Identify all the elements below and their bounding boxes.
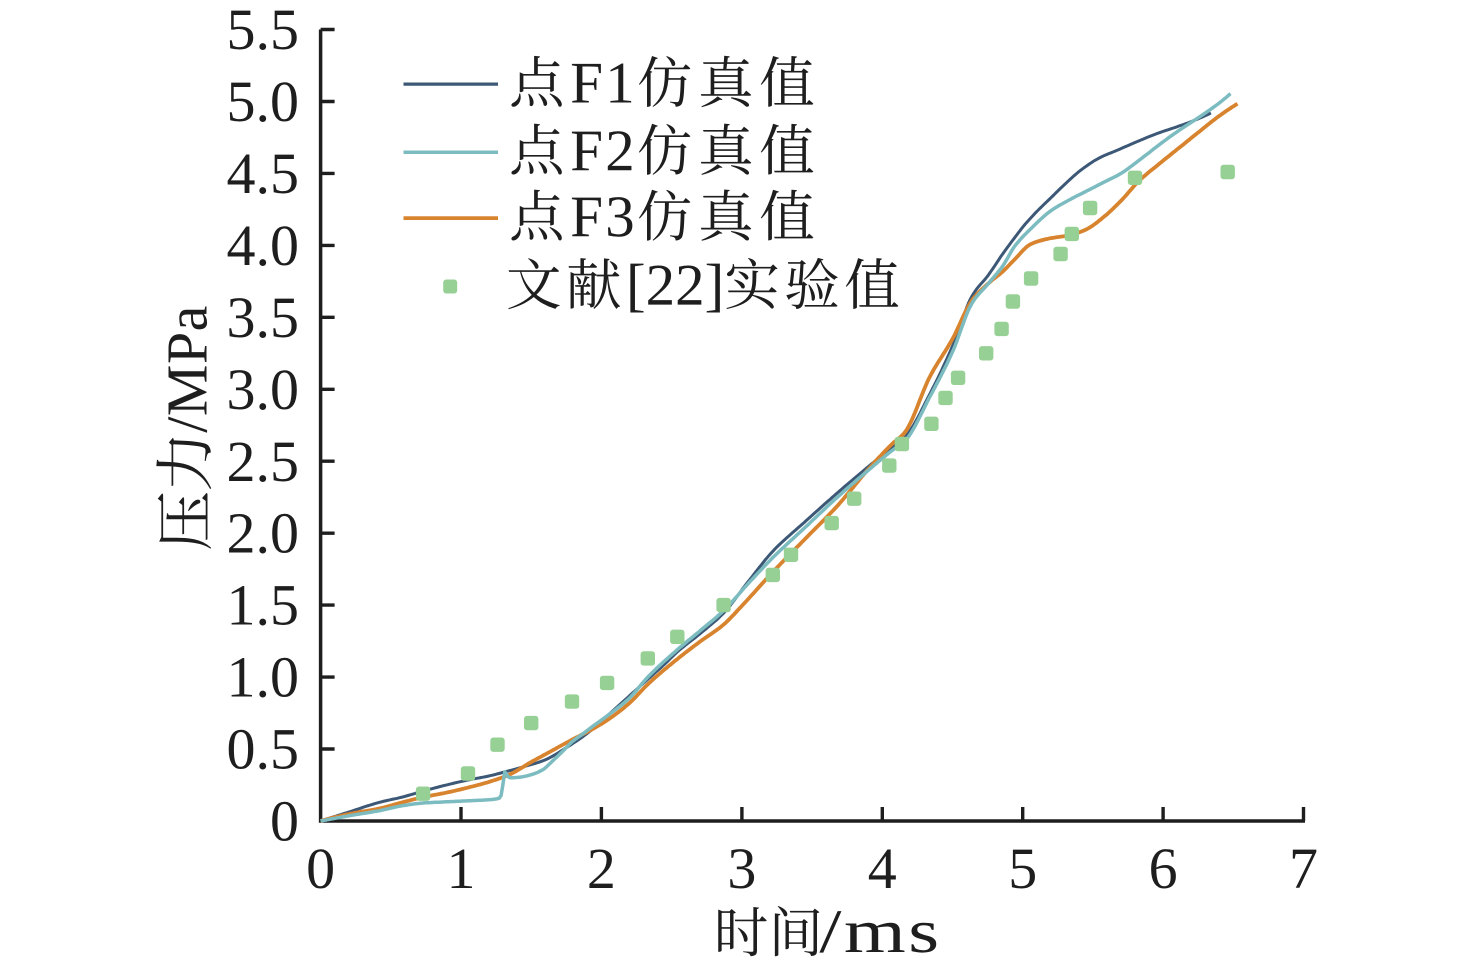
svg-text:0: 0 [306,836,335,901]
svg-text:7: 7 [1289,836,1318,901]
svg-text:3: 3 [727,836,756,901]
svg-text:4.5: 4.5 [227,141,300,206]
svg-text:6: 6 [1149,836,1178,901]
svg-text:2.0: 2.0 [227,501,300,566]
svg-text:5.5: 5.5 [227,0,300,62]
svg-text:0.5: 0.5 [227,717,300,782]
svg-text:4: 4 [868,836,897,901]
svg-text:1.5: 1.5 [227,573,300,638]
svg-text:5.0: 5.0 [227,69,300,134]
svg-text:3.0: 3.0 [227,357,300,422]
svg-text:3.5: 3.5 [227,285,300,350]
svg-text:2: 2 [587,836,616,901]
svg-text:4.0: 4.0 [227,213,300,278]
svg-text:0: 0 [270,789,299,854]
svg-text:2.5: 2.5 [227,429,300,494]
svg-text:1: 1 [447,836,476,901]
svg-text:5: 5 [1008,836,1037,901]
svg-text:1.0: 1.0 [227,645,300,710]
